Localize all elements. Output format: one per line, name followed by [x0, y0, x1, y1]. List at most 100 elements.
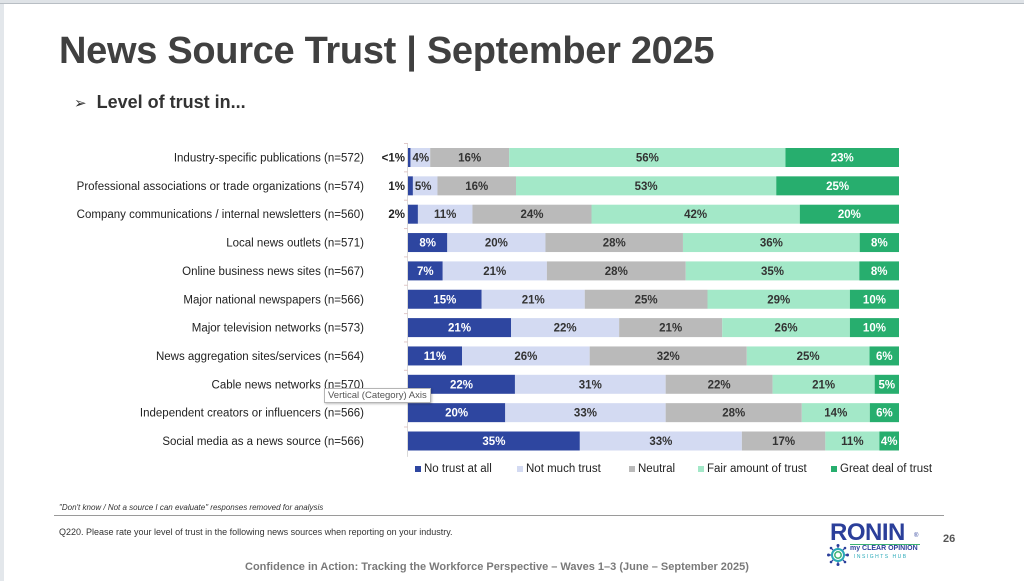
- legend-label: Neutral: [638, 463, 675, 475]
- bar-segment: [509, 148, 786, 167]
- bar-segment: [801, 403, 870, 423]
- data-label: 21%: [522, 294, 545, 306]
- data-label: 20%: [445, 408, 468, 420]
- bar-segment: [408, 374, 515, 394]
- bar-segment: [665, 403, 802, 423]
- category-label: Company communications / internal newsle…: [77, 209, 364, 221]
- bar-segment: [785, 148, 899, 167]
- bar-segment: [591, 204, 800, 224]
- legend-label: Not much trust: [526, 463, 602, 475]
- bar-segment: [859, 261, 899, 281]
- analysis-note: "Don't know / Not a source I can evaluat…: [59, 503, 324, 512]
- data-label: 28%: [722, 408, 745, 420]
- registered-mark: ®: [914, 533, 919, 539]
- data-label: 35%: [761, 266, 784, 278]
- bar-segment: [516, 176, 777, 196]
- data-label: 5%: [879, 379, 896, 391]
- bar-segment: [722, 318, 850, 338]
- data-label: 28%: [603, 238, 626, 250]
- legend-swatch: [415, 466, 421, 472]
- data-label: 5%: [415, 181, 432, 193]
- data-label: 21%: [659, 323, 682, 335]
- bar-segment: [462, 346, 590, 366]
- data-label: 25%: [826, 181, 849, 193]
- data-label: 22%: [450, 379, 473, 391]
- data-label: 1%: [388, 181, 405, 193]
- bar-segment: [879, 431, 899, 451]
- bar-segment: [410, 148, 431, 167]
- window-left-border: [0, 4, 4, 581]
- bar-segment: [619, 318, 723, 338]
- data-label: 26%: [775, 323, 798, 335]
- bar-segment: [408, 318, 512, 338]
- data-label: 25%: [797, 351, 820, 363]
- subtitle-text: Level of trust in...: [96, 92, 246, 112]
- data-label: 10%: [863, 323, 886, 335]
- data-label: 20%: [485, 238, 508, 250]
- bar-segment: [874, 374, 899, 394]
- slide-title: News Source Trust | September 2025: [59, 30, 715, 72]
- data-label: 29%: [767, 294, 790, 306]
- data-label: <1%: [382, 153, 405, 165]
- bar-segment: [776, 176, 899, 196]
- bar-segment: [869, 403, 899, 423]
- data-label: 21%: [483, 266, 506, 278]
- logo-rule: [850, 544, 920, 545]
- legend-swatch: [831, 466, 837, 472]
- category-label: Professional associations or trade organ…: [77, 181, 365, 193]
- data-label: 11%: [424, 351, 446, 363]
- data-label: 16%: [458, 153, 481, 165]
- logo-tagline: my CLEAR OPINION: [850, 545, 918, 552]
- data-label: 53%: [635, 181, 658, 193]
- data-label: 2%: [388, 209, 405, 221]
- data-label: 26%: [514, 351, 537, 363]
- bar-segment: [408, 204, 418, 224]
- data-label: 6%: [876, 408, 893, 420]
- data-label: 11%: [841, 436, 863, 448]
- data-label: 4%: [412, 153, 429, 165]
- bar-segment: [849, 318, 899, 338]
- bar-segment: [869, 346, 899, 366]
- bar-segment: [430, 148, 510, 167]
- category-label: News aggregation sites/services (n=564): [156, 351, 364, 363]
- bar-segment: [707, 289, 850, 309]
- bar-segment: [447, 233, 546, 253]
- data-label: 8%: [871, 266, 888, 278]
- bar-segment: [408, 148, 411, 167]
- data-label: 7%: [417, 266, 434, 278]
- bar-segment: [546, 261, 686, 281]
- data-label: 8%: [871, 238, 888, 250]
- bar-segment: [412, 176, 438, 196]
- bar-segment: [682, 233, 860, 253]
- legend-label: Great deal of trust: [840, 463, 933, 475]
- logo-subtagline: INSIGHTS HUB: [854, 554, 908, 560]
- data-label: 6%: [876, 351, 893, 363]
- data-label: 24%: [520, 209, 543, 221]
- page-number: 26: [943, 533, 956, 545]
- logo-wordmark: RONIN: [830, 519, 905, 546]
- data-label: 10%: [863, 294, 886, 306]
- data-label: 31%: [579, 379, 602, 391]
- stacked-bar-chart[interactable]: Industry-specific publications (n=572) <1…: [4, 4, 1024, 581]
- data-label: 21%: [448, 323, 471, 335]
- data-label: 42%: [684, 209, 707, 221]
- bar-segment: [545, 233, 683, 253]
- bar-segment: [859, 233, 899, 253]
- bar-segment: [589, 346, 747, 366]
- data-label: 14%: [824, 408, 847, 420]
- bar-segment: [579, 431, 742, 451]
- category-label: Major national newspapers (n=566): [183, 294, 364, 306]
- category-label: Major television networks (n=573): [192, 323, 364, 335]
- data-label: 11%: [434, 209, 456, 221]
- bar-segment: [665, 374, 773, 394]
- arrow-bullet-icon: ➢: [74, 95, 87, 112]
- bar-segment: [408, 431, 580, 451]
- data-label: 23%: [831, 153, 854, 165]
- bar-segment: [741, 431, 826, 451]
- data-label: 22%: [708, 379, 731, 391]
- legend-label: No trust at all: [424, 463, 492, 475]
- slide-subtitle: ➢ Level of trust in...: [74, 92, 246, 113]
- bar-segment: [584, 289, 708, 309]
- data-label: 36%: [760, 238, 783, 250]
- data-label: 21%: [812, 379, 835, 391]
